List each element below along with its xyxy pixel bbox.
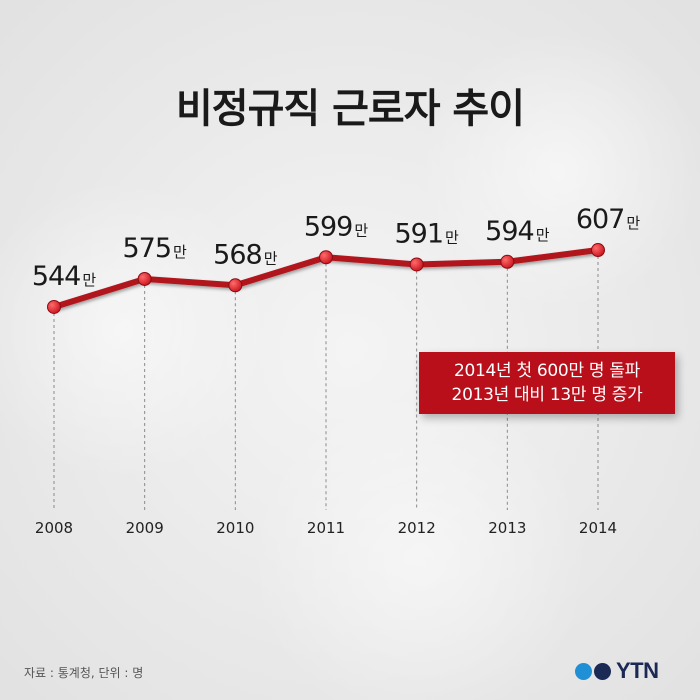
data-point: [319, 250, 333, 265]
logo-text: YTN: [616, 658, 659, 683]
data-label: 575 만: [122, 233, 187, 264]
data-point: [137, 271, 152, 286]
data-point: [47, 299, 61, 314]
chart-title: 비정규직 근로자 추이: [175, 86, 525, 132]
x-tick-label: 2011: [307, 519, 345, 537]
data-point: [500, 254, 515, 269]
data-label: 599 만: [304, 211, 369, 242]
data-label: 544 만: [32, 261, 97, 292]
x-tick-label: 2012: [398, 519, 436, 537]
data-label: 607 만: [576, 204, 641, 235]
callout-box: 2014년 첫 600만 명 돌파 2013년 대비 13만 명 증가: [419, 352, 675, 414]
data-point: [409, 257, 424, 272]
data-point: [228, 278, 243, 293]
x-tick-label: 2008: [35, 519, 73, 537]
x-tick-label: 2014: [579, 519, 617, 537]
callout-line-2: 2013년 대비 13만 명 증가: [451, 385, 643, 405]
x-tick-label: 2013: [488, 519, 526, 537]
data-label: 591 만: [394, 218, 459, 249]
logo-dot-blue-icon: [575, 662, 592, 680]
x-tick-label: 2009: [126, 519, 164, 537]
ytn-logo: YTN: [575, 658, 659, 683]
x-tick-label: 2010: [216, 519, 254, 537]
callout-line-1: 2014년 첫 600만 명 돌파: [453, 361, 641, 381]
data-label: 568 만: [213, 239, 278, 270]
source-note: 자료 : 통계청, 단위 : 명: [24, 666, 144, 680]
data-label: 594 만: [485, 216, 550, 247]
logo-dot-navy-icon: [594, 662, 611, 680]
data-point: [591, 243, 605, 258]
